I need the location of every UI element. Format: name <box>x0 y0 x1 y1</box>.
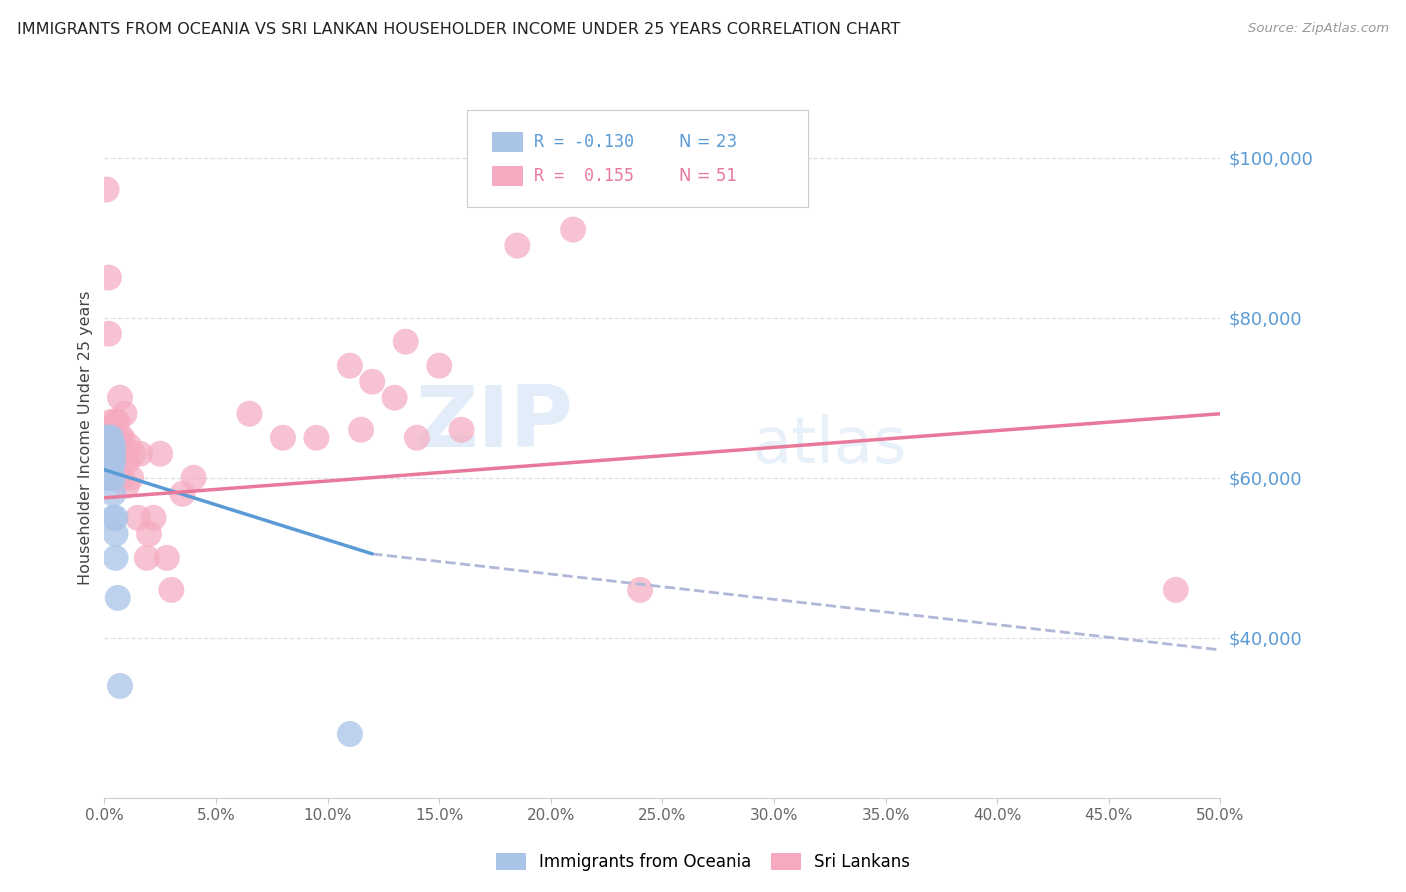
Point <box>350 423 373 437</box>
Point <box>238 407 260 421</box>
Point <box>100 455 122 469</box>
Point <box>103 487 125 501</box>
Text: atlas: atlas <box>752 414 905 476</box>
Point <box>114 407 136 421</box>
Point <box>406 431 429 445</box>
Point <box>103 455 125 469</box>
Point <box>118 439 141 453</box>
Point <box>361 375 384 389</box>
Point <box>160 582 183 597</box>
Point <box>100 447 122 461</box>
Point <box>96 431 118 445</box>
Point <box>108 679 131 693</box>
Point <box>427 359 450 373</box>
Point <box>450 423 472 437</box>
Text: Source: ZipAtlas.com: Source: ZipAtlas.com <box>1249 22 1389 36</box>
Point <box>97 431 120 445</box>
Point <box>129 447 152 461</box>
Point <box>271 431 294 445</box>
FancyBboxPatch shape <box>467 110 807 207</box>
Point <box>562 222 585 236</box>
Point <box>96 471 118 485</box>
Bar <box>492 132 523 153</box>
Point <box>506 238 529 252</box>
Bar <box>492 166 523 186</box>
Point <box>97 326 120 341</box>
Point <box>107 455 129 469</box>
Point <box>104 415 127 429</box>
Point <box>100 463 122 477</box>
Point <box>108 391 131 405</box>
Point <box>107 415 129 429</box>
Point <box>111 431 134 445</box>
Point <box>104 526 127 541</box>
Point <box>107 591 129 605</box>
Point <box>305 431 328 445</box>
Point <box>339 359 361 373</box>
Point <box>172 487 194 501</box>
Point <box>108 431 131 445</box>
Point <box>1164 582 1187 597</box>
Point <box>115 479 138 493</box>
Point <box>103 471 125 485</box>
Point <box>100 471 122 485</box>
Point <box>142 511 165 525</box>
Text: IMMIGRANTS FROM OCEANIA VS SRI LANKAN HOUSEHOLDER INCOME UNDER 25 YEARS CORRELAT: IMMIGRANTS FROM OCEANIA VS SRI LANKAN HO… <box>17 22 900 37</box>
Point <box>104 439 127 453</box>
Point <box>104 455 127 469</box>
Point <box>100 431 122 445</box>
Point <box>156 550 179 565</box>
Point <box>104 511 127 525</box>
Point <box>122 447 145 461</box>
Point <box>103 439 125 453</box>
Point <box>100 431 122 445</box>
Text: ZIP: ZIP <box>415 382 574 465</box>
Point <box>384 391 406 405</box>
Point <box>339 727 361 741</box>
Point <box>103 447 125 461</box>
Text: R =  0.155: R = 0.155 <box>534 167 634 186</box>
Point <box>138 526 160 541</box>
Point <box>97 270 120 285</box>
Point <box>183 471 205 485</box>
Point <box>100 423 122 437</box>
Text: N = 23: N = 23 <box>679 133 737 152</box>
Point <box>97 455 120 469</box>
Text: N = 51: N = 51 <box>679 167 737 186</box>
Point <box>107 439 129 453</box>
Point <box>111 471 134 485</box>
Point <box>395 334 418 349</box>
Point <box>127 511 149 525</box>
Point <box>149 447 172 461</box>
Text: R = -0.130: R = -0.130 <box>534 133 634 152</box>
Y-axis label: Householder Income Under 25 years: Householder Income Under 25 years <box>79 291 93 585</box>
Point <box>135 550 157 565</box>
Point <box>103 447 125 461</box>
Point <box>108 439 131 453</box>
Point <box>100 415 122 429</box>
Point <box>100 439 122 453</box>
Point <box>103 471 125 485</box>
Point <box>628 582 651 597</box>
Point <box>120 471 142 485</box>
Point <box>96 182 118 196</box>
Point <box>103 431 125 445</box>
Point <box>115 455 138 469</box>
Point <box>104 550 127 565</box>
Point <box>103 511 125 525</box>
Legend: Immigrants from Oceania, Sri Lankans: Immigrants from Oceania, Sri Lankans <box>488 845 918 880</box>
Point <box>97 471 120 485</box>
